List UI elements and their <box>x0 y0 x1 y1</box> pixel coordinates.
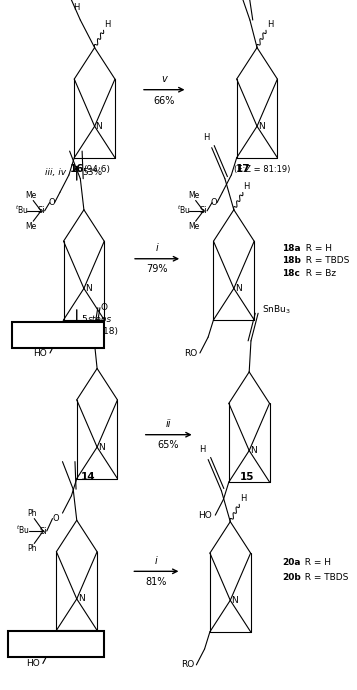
Bar <box>12 322 104 348</box>
Text: Si: Si <box>37 206 45 215</box>
Text: (ref. 18): (ref. 18) <box>82 326 118 336</box>
Text: $^t$Bu: $^t$Bu <box>16 524 29 536</box>
Text: N: N <box>98 442 105 452</box>
Text: 81%: 81% <box>146 577 167 586</box>
Text: 53%: 53% <box>83 168 103 177</box>
Text: N: N <box>96 121 102 131</box>
Text: N: N <box>235 284 241 293</box>
Text: (94:6): (94:6) <box>83 164 110 174</box>
Text: $^t$Bu: $^t$Bu <box>15 204 28 216</box>
Text: N: N <box>258 121 265 131</box>
Text: 18c: 18c <box>282 268 300 278</box>
Text: Ph: Ph <box>27 509 36 518</box>
Text: Me: Me <box>188 191 199 200</box>
Text: 19: 19 <box>75 639 87 649</box>
Text: v: v <box>161 75 167 84</box>
Text: R = TBDS: R = TBDS <box>300 256 349 266</box>
Text: 5: 5 <box>82 315 91 324</box>
Text: O: O <box>49 198 55 207</box>
Text: 20b: 20b <box>282 573 301 582</box>
Text: i: i <box>156 244 159 253</box>
Text: Me: Me <box>188 221 199 230</box>
Text: O: O <box>101 303 108 313</box>
Text: Si: Si <box>200 206 207 215</box>
Text: iii, iv: iii, iv <box>45 168 66 177</box>
Text: RO: RO <box>184 348 198 357</box>
Text: 66%: 66% <box>154 97 175 106</box>
Text: N: N <box>250 446 257 455</box>
Text: $^t$Bu: $^t$Bu <box>177 204 191 216</box>
Text: H: H <box>200 444 206 454</box>
Text: 18a: 18a <box>282 244 301 253</box>
Text: HO: HO <box>198 511 212 520</box>
Text: Si: Si <box>39 526 47 535</box>
Text: 79%: 79% <box>146 264 168 274</box>
Text: O: O <box>211 198 217 207</box>
Text: H: H <box>73 3 79 12</box>
Text: N: N <box>85 284 91 293</box>
Text: R = TBDS: R = TBDS <box>299 573 348 582</box>
Text: quincoridine: quincoridine <box>11 639 71 649</box>
Text: N: N <box>78 594 84 604</box>
Text: 15: 15 <box>240 473 255 482</box>
Text: steps: steps <box>87 315 112 324</box>
Text: H: H <box>203 132 210 142</box>
Text: Me: Me <box>25 191 37 200</box>
Text: N: N <box>231 595 238 605</box>
Text: Ph: Ph <box>27 544 36 553</box>
Text: H: H <box>267 20 273 30</box>
Text: H: H <box>104 20 110 30</box>
Text: R = Bz: R = Bz <box>300 268 336 278</box>
Text: 18b: 18b <box>282 256 301 266</box>
Text: SnBu$_3$: SnBu$_3$ <box>262 304 290 316</box>
Text: 14: 14 <box>81 473 96 482</box>
Text: ii: ii <box>166 420 171 429</box>
Text: 20a: 20a <box>282 558 301 567</box>
Text: R = H: R = H <box>299 558 331 567</box>
Text: (E:Z = 81:19): (E:Z = 81:19) <box>234 164 291 174</box>
Text: i: i <box>155 556 158 566</box>
Text: 65%: 65% <box>158 440 179 450</box>
Text: HO: HO <box>26 659 40 668</box>
Text: H: H <box>240 494 246 504</box>
Text: 17: 17 <box>236 164 250 174</box>
Text: quincorine: quincorine <box>17 331 67 340</box>
Text: RO: RO <box>181 660 194 669</box>
Text: 16: 16 <box>70 164 84 174</box>
Text: H: H <box>243 182 250 192</box>
Text: HO: HO <box>33 348 47 357</box>
Text: Me: Me <box>25 221 37 230</box>
Text: O: O <box>52 514 59 523</box>
Bar <box>8 631 104 657</box>
Text: R = H: R = H <box>300 244 332 253</box>
Text: 13: 13 <box>73 331 86 340</box>
